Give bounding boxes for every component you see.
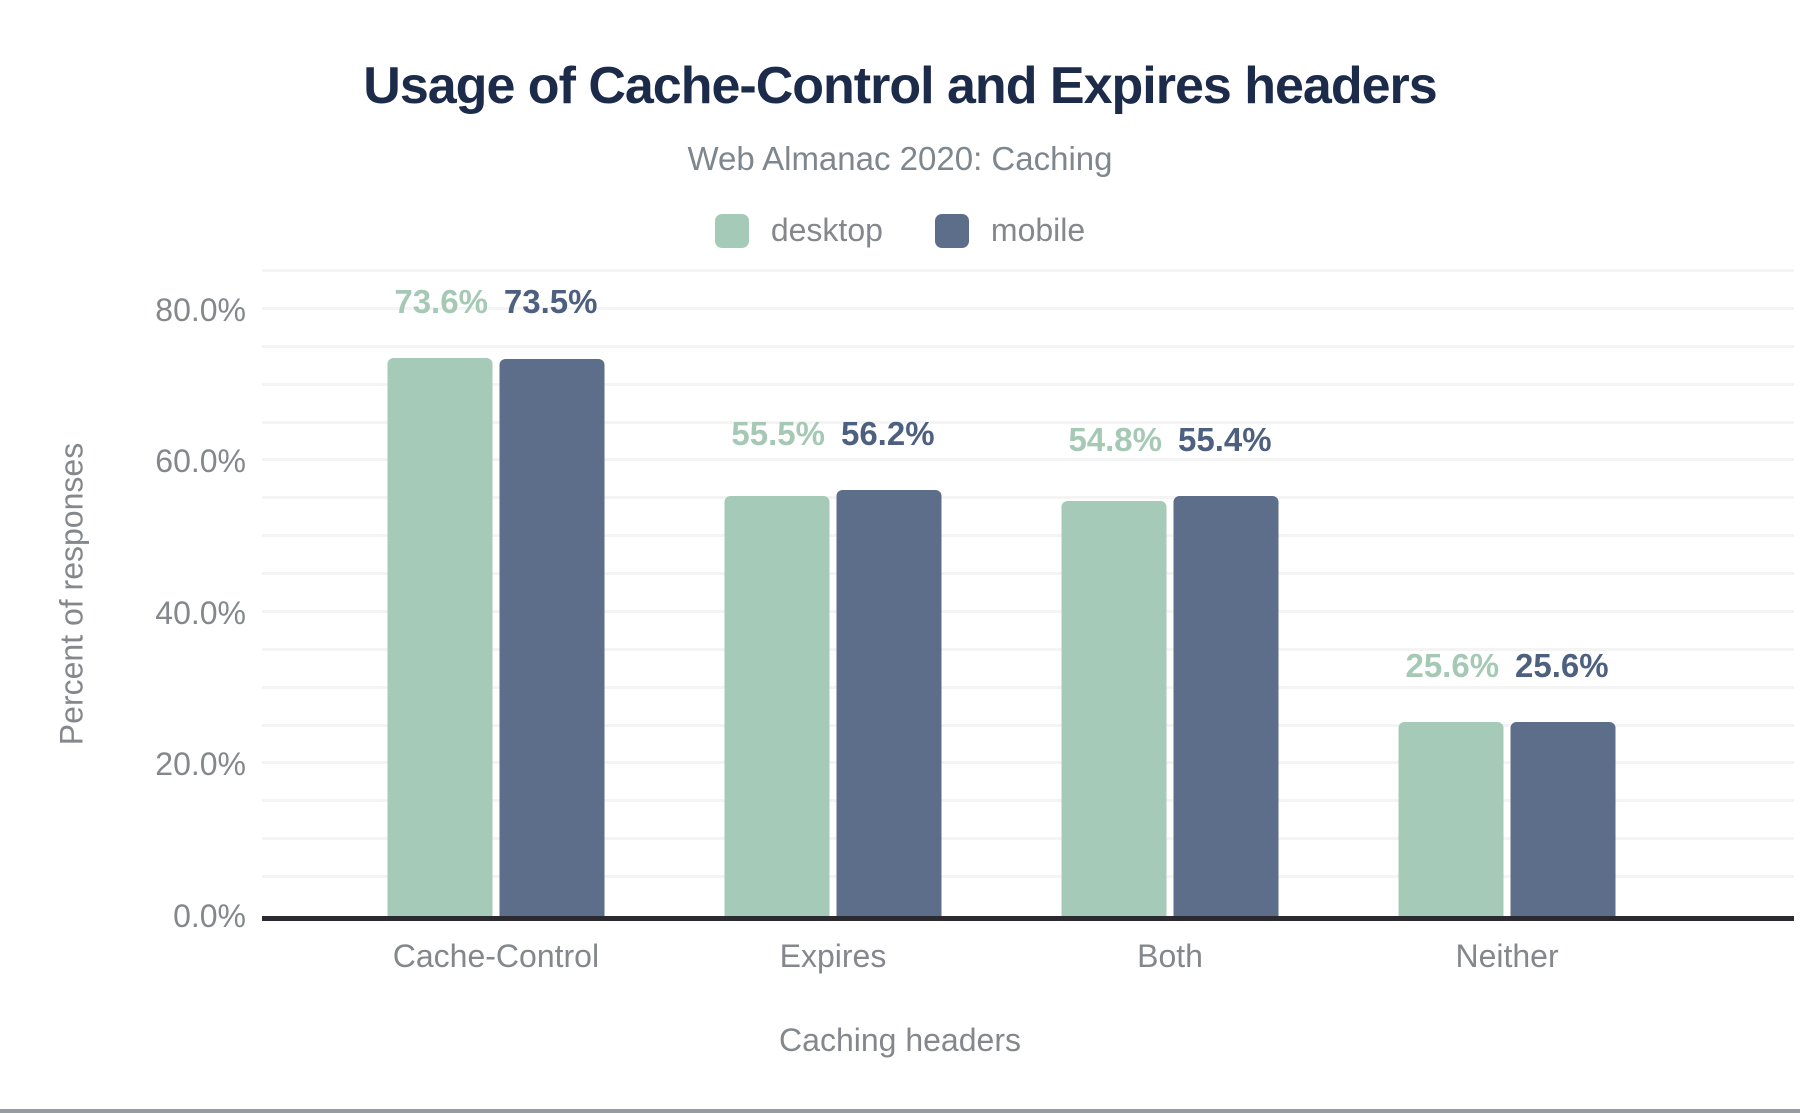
y-tick-40: 40.0%: [155, 594, 246, 631]
value-label-mobile-cache-control: 73.5%: [503, 283, 598, 321]
y-axis-title: Percent of responses: [53, 442, 90, 746]
bar-desktop-cache-control: [387, 358, 493, 916]
gridline-5: [262, 875, 1794, 879]
gridline-30: [262, 685, 1794, 689]
chart-subtitle: Web Almanac 2020: Caching: [687, 140, 1113, 177]
bar-mobile-both: [1173, 496, 1279, 916]
legend-item-desktop: desktop: [714, 212, 883, 249]
value-label-mobile-both: 55.4%: [1178, 421, 1272, 459]
gridline-70: [262, 382, 1794, 386]
category-label-both: Both: [1137, 938, 1203, 974]
value-labels-neither: 25.6% 25.6%: [1405, 649, 1608, 682]
gridline-85: [262, 269, 1794, 272]
gridline-10: [262, 837, 1794, 841]
value-label-mobile-expires: 56.2%: [840, 415, 935, 453]
value-label-desktop-cache-control: 73.6%: [394, 283, 488, 321]
legend-label-mobile: mobile: [990, 212, 1086, 248]
gridline-40: [262, 609, 1794, 613]
gridline-15: [262, 799, 1794, 803]
gridline-55: [262, 496, 1794, 500]
gridline-20: [262, 761, 1794, 765]
bar-mobile-expires: [836, 490, 942, 916]
legend: desktop mobile: [0, 212, 1800, 249]
x-axis-line: [262, 916, 1794, 921]
gridline-60: [262, 458, 1794, 462]
bar-desktop-neither: [1398, 722, 1504, 916]
category-label-neither: Neither: [1455, 938, 1559, 974]
value-label-desktop-both: 54.8%: [1068, 421, 1163, 459]
legend-swatch-desktop: [714, 213, 749, 248]
legend-swatch-mobile: [934, 213, 969, 248]
bar-desktop-both: [1061, 500, 1167, 916]
bar-group-expires: [724, 272, 942, 916]
gridline-45: [262, 572, 1794, 576]
gridline-35: [262, 647, 1794, 651]
value-labels-expires: 55.5% 56.2%: [731, 417, 934, 450]
bar-mobile-cache-control: [499, 359, 605, 916]
legend-label-desktop: desktop: [770, 212, 883, 248]
category-label-expires: Expires: [779, 938, 887, 974]
x-axis-title: Caching headers: [779, 1022, 1021, 1058]
gridline-25: [262, 723, 1794, 727]
bar-desktop-expires: [724, 495, 830, 916]
chart-title: Usage of Cache-Control and Expires heade…: [363, 57, 1437, 115]
bar-group-neither: [1398, 272, 1616, 916]
bar-mobile-neither: [1510, 722, 1616, 916]
y-tick-80: 80.0%: [155, 291, 246, 328]
plot-area: 0.0% 20.0% 40.0% 60.0% 80.0% 73.6% 73.5% Cache-…: [155, 269, 1794, 974]
y-tick-60: 60.0%: [155, 443, 246, 480]
gridline-50: [262, 534, 1794, 538]
bar-group-both: [1061, 272, 1279, 916]
value-label-desktop-neither: 25.6%: [1405, 647, 1500, 685]
bar-group-cache-control: [387, 272, 605, 916]
y-tick-20: 20.0%: [155, 746, 246, 783]
legend-item-mobile: mobile: [934, 212, 1086, 249]
category-label-cache-control: Cache-Control: [392, 938, 600, 974]
value-labels-cache-control: 73.6% 73.5%: [394, 285, 597, 318]
gridline-80: [262, 306, 1794, 310]
value-labels-both: 54.8% 55.4%: [1068, 423, 1271, 456]
value-label-desktop-expires: 55.5%: [731, 415, 825, 453]
gridline-75: [262, 344, 1794, 348]
value-label-mobile-neither: 25.6%: [1515, 647, 1609, 685]
gridline-65: [262, 420, 1794, 424]
y-tick-0: 0.0%: [173, 898, 246, 934]
